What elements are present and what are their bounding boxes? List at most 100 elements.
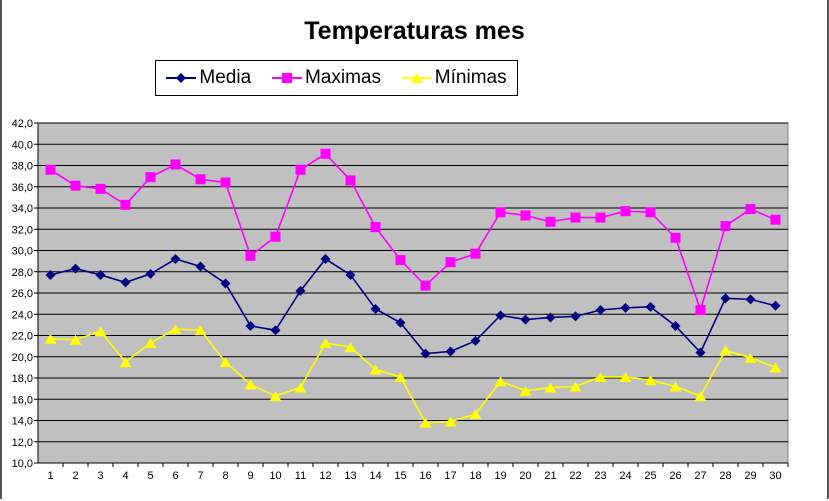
y-tick-label: 14,0 [12,416,33,428]
data-point-media [295,285,306,296]
data-point-minimas [544,382,557,393]
data-point-minimas [69,334,82,345]
data-point-maximas [220,177,231,188]
x-tick-label: 11 [295,470,306,482]
x-tick-label: 30 [769,470,781,482]
legend-label-maximas: Maximas [304,67,381,88]
data-point-minimas [519,385,532,396]
data-point-maximas [95,183,106,194]
data-point-minimas [694,391,707,402]
data-point-maximas [320,148,331,159]
data-point-media [95,269,106,280]
data-point-media [120,277,131,288]
x-tick-label: 18 [469,470,481,482]
data-point-media [645,301,656,312]
y-tick-label: 28,0 [12,267,33,279]
data-point-minimas [94,326,107,337]
data-point-media [70,263,81,274]
data-point-minimas [194,325,207,336]
data-point-minimas [444,416,457,427]
data-point-media [570,311,581,322]
data-point-media [545,312,556,323]
data-point-minimas [594,371,607,382]
y-tick-label: 38,0 [12,161,33,173]
data-point-media [695,347,706,358]
data-point-maximas [120,199,131,210]
data-point-minimas [369,364,382,375]
data-point-maximas [270,231,281,242]
data-point-minimas [469,409,482,420]
legend-item-media: Media [166,67,251,89]
y-tick-label: 30,0 [12,246,33,258]
data-point-media [445,346,456,357]
chart-title: Temperaturas mes [304,17,525,45]
data-point-maximas [770,214,781,225]
y-tick-label: 12,0 [12,437,33,449]
data-point-minimas [244,379,257,390]
x-tick-label: 17 [444,470,456,482]
data-point-maximas [545,216,556,227]
data-point-media [495,310,506,321]
x-tick-label: 27 [694,470,706,482]
data-point-media [45,269,56,280]
x-tick-label: 10 [269,470,281,482]
y-tick-label: 10,0 [12,458,33,470]
data-point-maximas [170,159,181,170]
data-point-maximas [645,207,656,218]
x-tick-label: 25 [644,470,656,482]
data-point-minimas [569,381,582,392]
data-point-maximas [70,180,81,191]
x-tick-label: 29 [744,470,756,482]
y-tick-label: 26,0 [12,288,33,300]
x-tick-label: 28 [719,470,731,482]
data-point-media [720,293,731,304]
data-point-maximas [595,212,606,223]
data-point-maximas [195,174,206,185]
legend-marker-media-icon [166,73,197,83]
data-point-minimas [419,417,432,428]
data-point-minimas [144,337,157,348]
x-tick-label: 9 [247,470,253,482]
data-point-media [345,269,356,280]
data-point-minimas [494,376,507,387]
legend-label-media: Media [199,67,252,88]
legend-label-minimas: Mínimas [434,67,507,88]
y-tick-label: 36,0 [12,182,33,194]
y-tick-label: 20,0 [12,352,33,364]
data-point-minimas [169,324,182,335]
data-point-minimas [119,357,132,368]
data-point-minimas [619,371,632,382]
data-point-maximas [720,221,731,232]
x-tick-label: 20 [519,470,531,482]
data-point-media [595,305,606,315]
data-point-maximas [570,212,581,223]
data-point-maximas [295,164,306,175]
data-point-maximas [745,204,756,215]
x-tick-label: 8 [222,470,228,482]
data-point-media [245,320,256,331]
data-point-minimas [319,337,332,348]
data-point-media [195,261,206,272]
y-tick-label: 22,0 [12,331,33,343]
x-tick-label: 24 [619,470,631,482]
data-point-maximas [145,172,156,183]
x-tick-label: 15 [394,470,406,482]
y-tick-label: 24,0 [12,309,33,321]
data-point-minimas [219,357,232,368]
x-tick-label: 7 [197,470,203,482]
x-tick-label: 14 [369,470,381,482]
data-point-minimas [644,375,657,386]
data-point-media [395,317,406,328]
x-tick-label: 13 [344,470,356,482]
x-tick-label: 4 [122,470,128,482]
x-tick-label: 21 [544,470,556,482]
x-tick-label: 26 [669,470,681,482]
x-tick-label: 2 [72,470,78,482]
data-point-minimas [294,382,307,393]
data-point-maximas [670,232,681,243]
legend-item-minimas: Mínimas [401,67,507,89]
data-point-media [770,300,781,311]
data-point-maximas [395,255,406,266]
data-point-media [620,302,631,313]
